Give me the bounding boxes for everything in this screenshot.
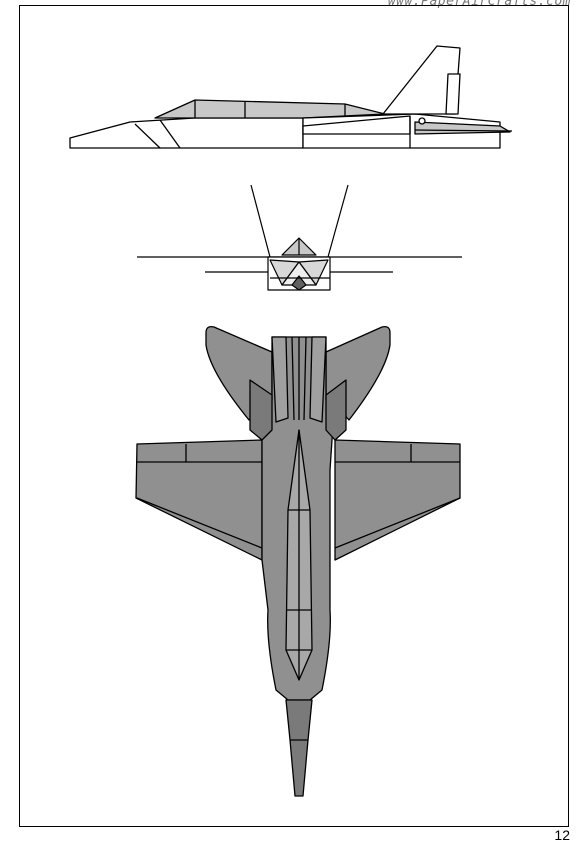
left-wing [135, 439, 263, 561]
page-frame [19, 5, 569, 827]
site-url: www.PaperAirCrafts.com [387, 0, 571, 9]
top-nose [285, 699, 313, 797]
right-wing [334, 439, 461, 561]
side-tail [382, 45, 461, 115]
page-number: 12 [554, 827, 570, 843]
side-canopy [154, 99, 386, 119]
